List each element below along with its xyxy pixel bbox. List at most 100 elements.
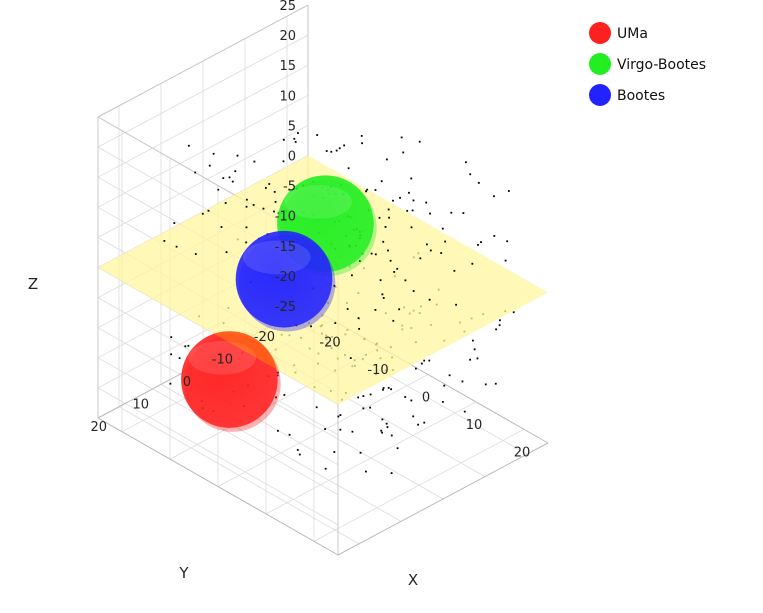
- scatter-point: [382, 387, 385, 389]
- scatter-point: [175, 245, 178, 248]
- scatter-point: [359, 451, 362, 454]
- scatter-point: [282, 160, 285, 163]
- scatter-point: [169, 382, 172, 385]
- scatter-point: [346, 308, 349, 310]
- scatter-point: [506, 240, 509, 243]
- y-tick-label: -10: [212, 353, 233, 368]
- scatter-point: [425, 201, 428, 204]
- scatter-point: [428, 298, 431, 301]
- scatter-point: [493, 235, 496, 237]
- scatter-point: [325, 150, 328, 152]
- scatter-point: [297, 132, 299, 134]
- scatter-point: [333, 284, 336, 287]
- scatter-point: [369, 406, 372, 409]
- scatter-point: [208, 164, 211, 167]
- scatter-point: [358, 260, 361, 262]
- z-axis-label: Z: [28, 275, 38, 293]
- scatter-point: [493, 195, 495, 198]
- x-tick-label: 10: [466, 418, 483, 433]
- scatter-point: [429, 249, 432, 252]
- scatter-point: [380, 180, 383, 183]
- scatter-point: [411, 209, 414, 212]
- scatter-point: [389, 259, 392, 262]
- scatter-point: [207, 209, 210, 212]
- scatter-point: [495, 328, 498, 331]
- scatter-point: [351, 430, 354, 433]
- scatter-point: [419, 257, 422, 260]
- x-tick-label: 0: [422, 391, 430, 406]
- scatter-point: [362, 395, 365, 398]
- scatter-point: [450, 211, 453, 214]
- legend-marker-uma: [589, 22, 611, 44]
- scatter-point: [357, 396, 360, 399]
- scatter-point: [472, 339, 474, 342]
- z-tick-label: -15: [275, 240, 296, 255]
- scatter-point: [184, 345, 187, 348]
- scatter-point: [283, 394, 286, 396]
- z-tick-label: 0: [288, 150, 296, 165]
- scatter-point: [264, 187, 267, 189]
- scatter-point: [338, 147, 341, 150]
- scatter-point: [293, 137, 296, 140]
- scatter-point: [398, 308, 401, 311]
- scatter-point: [384, 226, 387, 228]
- scatter-point: [374, 309, 377, 311]
- grid-line: [97, 125, 309, 238]
- scatter-point: [262, 207, 265, 210]
- scatter-point: [234, 170, 237, 173]
- grid-line: [97, 94, 309, 208]
- scatter-point: [220, 226, 223, 228]
- scatter-point: [245, 205, 248, 208]
- scatter-point: [462, 212, 465, 215]
- scatter-point: [410, 226, 413, 229]
- scatter-point: [387, 249, 389, 252]
- z-tick-label: -25: [275, 300, 296, 315]
- scatter-point: [228, 176, 231, 179]
- scatter-point: [382, 388, 384, 391]
- scatter-point: [382, 240, 385, 243]
- scatter-point: [365, 190, 367, 193]
- scatter-point: [316, 134, 319, 136]
- scatter-point: [480, 241, 482, 244]
- scatter-point: [273, 190, 276, 193]
- scatter-point: [358, 327, 361, 330]
- scatter-point: [194, 253, 197, 255]
- scatter-point: [415, 367, 417, 370]
- z-tick-label: -20: [275, 270, 296, 285]
- scatter-point: [396, 267, 399, 270]
- scatter-point: [282, 138, 285, 141]
- scatter-point: [236, 154, 239, 157]
- scatter-point: [441, 401, 444, 403]
- scatter-point: [366, 188, 369, 191]
- scatter-point: [429, 212, 431, 215]
- z-tick-label: 20: [279, 29, 296, 44]
- scatter-point: [335, 149, 338, 152]
- scatter-point: [410, 399, 413, 402]
- legend-marker-virgo-bootes: [589, 53, 611, 75]
- scatter-point: [252, 204, 255, 206]
- scatter-point: [381, 431, 384, 434]
- scatter-point: [245, 241, 248, 244]
- scatter-point: [364, 470, 367, 473]
- grid-line: [97, 64, 309, 178]
- scatter-point: [382, 297, 385, 299]
- scatter-point: [324, 467, 327, 470]
- scatter-point: [494, 382, 497, 385]
- scatter-point: [343, 144, 346, 147]
- scatter-point: [440, 252, 443, 254]
- scatter-point: [390, 472, 393, 474]
- scatter-point: [268, 183, 271, 185]
- scatter-point: [294, 140, 297, 143]
- floor-edge: [97, 417, 339, 556]
- scatter-point: [400, 136, 403, 139]
- scatter-point: [387, 208, 390, 211]
- z-tick-label: -10: [275, 210, 296, 225]
- scatter-point: [334, 322, 337, 324]
- scatter-point: [412, 415, 415, 418]
- scatter-point: [393, 271, 396, 273]
- scatter-point: [370, 252, 373, 255]
- scatter-point: [410, 177, 413, 180]
- scatter-point: [387, 386, 390, 389]
- z-tick-label: 25: [279, 0, 296, 14]
- scatter-point: [428, 359, 431, 362]
